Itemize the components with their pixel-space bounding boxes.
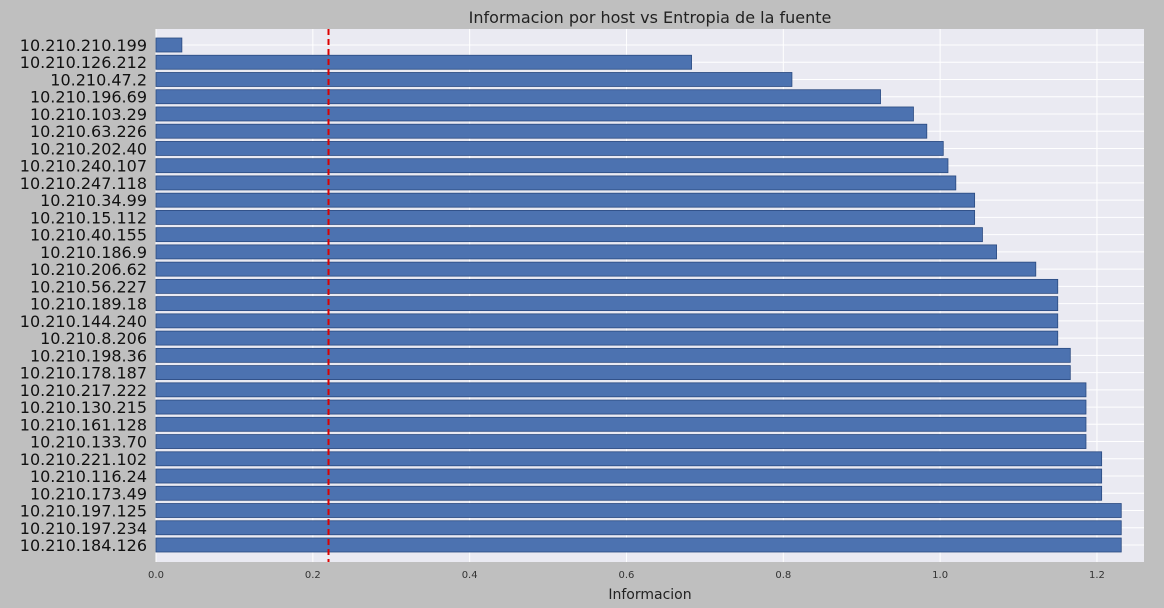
x-tick-label: 1.0 xyxy=(932,570,948,581)
bar xyxy=(155,399,1087,415)
x-tick-label: 0.0 xyxy=(148,570,164,581)
y-tick-label: 10.210.186.9 xyxy=(40,243,147,262)
bar xyxy=(155,503,1122,518)
y-tick-label: 10.210.206.62 xyxy=(30,260,147,279)
bar xyxy=(155,244,997,260)
x-tick-label: 1.2 xyxy=(1089,570,1105,581)
x-axis-label: Informacion xyxy=(608,587,691,603)
y-tick-label: 10.210.197.234 xyxy=(20,519,147,538)
bar xyxy=(155,192,976,208)
y-tick-labels: 10.210.210.19910.210.126.21210.210.47.21… xyxy=(20,36,147,555)
x-tick-label: 0.4 xyxy=(462,570,478,581)
bar xyxy=(155,54,692,70)
y-tick-label: 10.210.196.69 xyxy=(30,88,147,107)
y-tick-label: 10.210.202.40 xyxy=(30,139,147,158)
y-tick-label: 10.210.63.226 xyxy=(30,122,147,141)
y-tick-label: 10.210.47.2 xyxy=(50,70,147,89)
y-tick-label: 10.210.247.118 xyxy=(20,174,147,193)
bar xyxy=(155,434,1087,449)
bar xyxy=(155,313,1059,329)
bar xyxy=(155,485,1103,501)
bar xyxy=(155,382,1087,398)
y-tick-label: 10.210.144.240 xyxy=(20,312,147,331)
y-tick-label: 10.210.34.99 xyxy=(40,191,147,210)
y-tick-label: 10.210.178.187 xyxy=(20,364,147,383)
bar xyxy=(155,210,976,225)
y-tick-label: 10.210.161.128 xyxy=(20,415,147,434)
x-tick-label: 0.6 xyxy=(619,570,635,581)
bar xyxy=(155,123,928,139)
y-tick-label: 10.210.189.18 xyxy=(30,295,147,314)
y-tick-label: 10.210.40.155 xyxy=(30,226,147,245)
x-tick-label: 0.8 xyxy=(775,570,791,581)
y-tick-label: 10.210.197.125 xyxy=(20,502,147,521)
bar xyxy=(155,89,881,105)
y-tick-label: 10.210.240.107 xyxy=(20,157,147,176)
chart-title: Informacion por host vs Entropia de la f… xyxy=(469,8,832,27)
y-tick-label: 10.210.126.212 xyxy=(20,53,147,72)
bar xyxy=(155,158,949,174)
bars xyxy=(155,37,1122,553)
x-tick-label: 0.2 xyxy=(305,570,321,581)
bar xyxy=(155,347,1071,363)
y-tick-label: 10.210.8.206 xyxy=(40,329,147,348)
bar xyxy=(155,106,914,122)
bar xyxy=(155,416,1087,432)
y-tick-label: 10.210.210.199 xyxy=(20,36,147,55)
y-tick-label: 10.210.56.227 xyxy=(30,277,147,296)
bar xyxy=(155,296,1059,312)
y-tick-label: 10.210.173.49 xyxy=(30,484,147,503)
y-tick-label: 10.210.116.24 xyxy=(30,467,147,486)
bar xyxy=(155,330,1059,346)
y-tick-label: 10.210.184.126 xyxy=(20,536,147,555)
y-tick-label: 10.210.103.29 xyxy=(30,105,147,124)
bar xyxy=(155,37,183,53)
y-tick-label: 10.210.198.36 xyxy=(30,346,147,365)
bar xyxy=(155,520,1122,536)
y-tick-label: 10.210.221.102 xyxy=(20,450,147,469)
y-tick-label: 10.210.15.112 xyxy=(30,208,147,227)
bar xyxy=(155,141,944,156)
y-tick-label: 10.210.133.70 xyxy=(30,433,147,452)
bar xyxy=(155,175,957,191)
bar xyxy=(155,451,1103,467)
y-tick-label: 10.210.130.215 xyxy=(20,398,147,417)
x-tick-labels: 0.0 0.2 0.4 0.6 0.8 1.0 1.2 xyxy=(148,570,1105,581)
bar xyxy=(155,468,1103,484)
bar xyxy=(155,537,1122,553)
bar xyxy=(155,261,1037,277)
y-tick-label: 10.210.217.222 xyxy=(20,381,147,400)
bar xyxy=(155,227,983,243)
bar xyxy=(155,365,1071,380)
bar xyxy=(155,72,793,87)
bar xyxy=(155,278,1059,294)
